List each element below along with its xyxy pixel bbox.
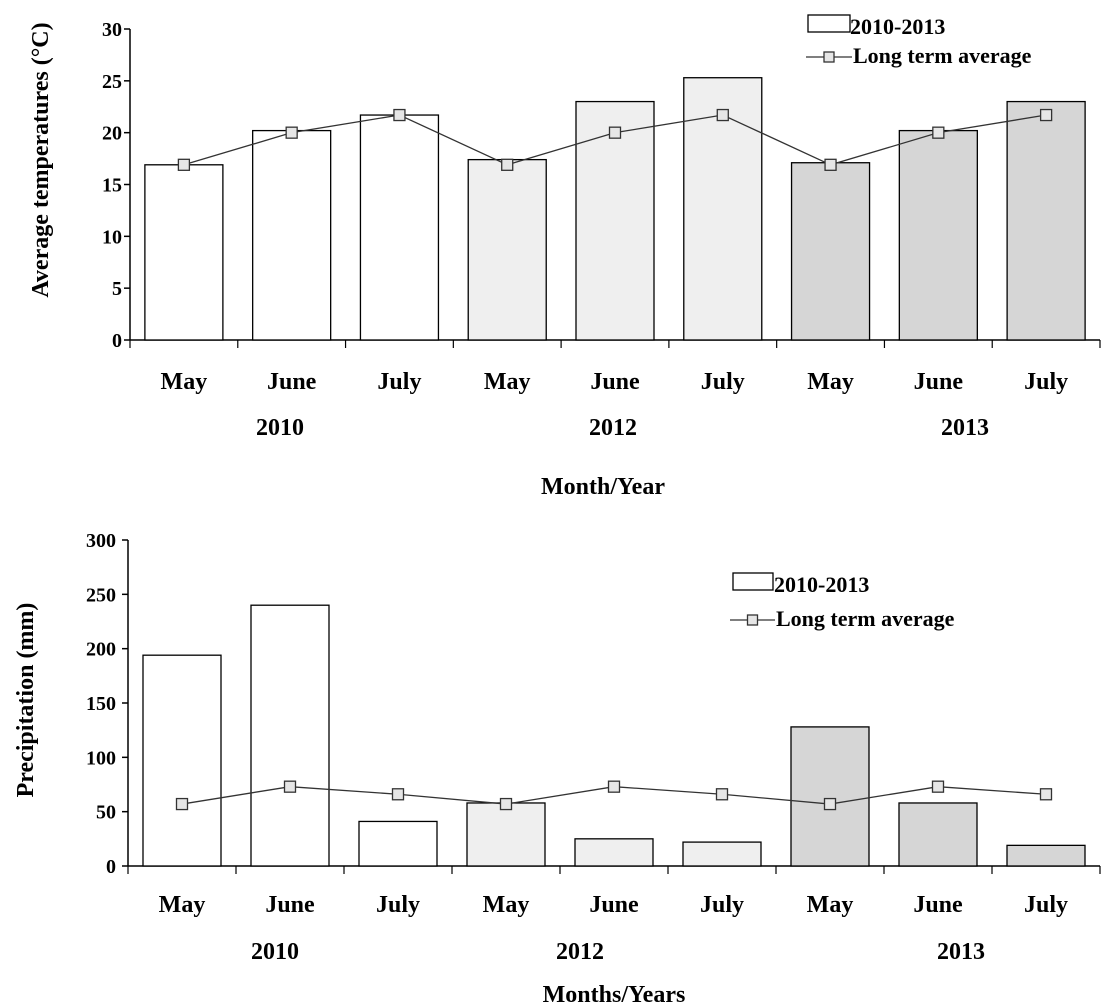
line-marker xyxy=(716,108,729,122)
x-tick-label: July xyxy=(376,892,420,918)
legend-bar-swatch xyxy=(807,14,851,33)
y-tick-label: 20 xyxy=(102,123,122,145)
line-marker xyxy=(393,108,406,122)
y-tick-label: 10 xyxy=(102,226,122,248)
y-tick-label: 25 xyxy=(102,71,122,93)
year-label: 2010 xyxy=(251,939,299,965)
line-marker xyxy=(824,158,837,171)
bar xyxy=(898,802,978,867)
y-tick-label: 300 xyxy=(86,530,116,552)
x-tick-label: June xyxy=(267,369,317,395)
bar xyxy=(1006,844,1086,867)
bar xyxy=(144,164,224,341)
legend-line-label: Long term average xyxy=(853,43,1032,68)
line-marker xyxy=(285,126,298,139)
bar xyxy=(466,802,546,867)
line-marker xyxy=(608,126,622,139)
bar xyxy=(467,158,547,341)
legend-bar-label: 2010-2013 xyxy=(774,572,869,597)
legend-line-marker xyxy=(746,614,759,626)
legend-bar-swatch xyxy=(732,572,774,591)
year-label: 2013 xyxy=(937,939,985,965)
x-tick-label: May xyxy=(807,892,854,918)
y-tick-label: 30 xyxy=(102,19,122,41)
year-label: 2012 xyxy=(589,415,637,441)
line-marker xyxy=(1039,788,1053,801)
y-tick-label: 5 xyxy=(112,278,122,300)
bar xyxy=(898,129,978,341)
line-marker xyxy=(501,158,514,171)
y-axis-title: Average temperatures (°C) xyxy=(28,22,54,297)
y-tick-label: 50 xyxy=(96,802,116,824)
y-tick-label: 15 xyxy=(102,175,122,197)
x-tick-label: May xyxy=(484,369,531,395)
year-label: 2010 xyxy=(256,415,304,441)
x-tick-label: May xyxy=(159,892,206,918)
bar xyxy=(142,654,222,867)
x-tick-label: May xyxy=(483,892,530,918)
line-marker xyxy=(177,158,191,171)
bar xyxy=(1006,100,1086,341)
x-axis-title: Month/Year xyxy=(541,474,665,500)
bar xyxy=(574,838,654,867)
y-tick-label: 0 xyxy=(106,856,116,878)
legend-line-marker xyxy=(823,51,835,63)
bar xyxy=(682,841,762,867)
y-tick-label: 0 xyxy=(112,330,122,352)
line-marker xyxy=(391,788,405,801)
bar xyxy=(250,604,330,867)
bar xyxy=(358,820,438,867)
x-tick-label: June xyxy=(589,892,639,918)
line-marker xyxy=(931,780,945,793)
bar xyxy=(790,726,870,867)
x-tick-label: July xyxy=(700,892,744,918)
bar xyxy=(575,100,655,341)
precipitation-chart: 0 50 100 150 200 250 300 May June July May June July… xyxy=(13,530,1101,1005)
bar xyxy=(683,77,763,341)
x-axis-title: Months/Years xyxy=(543,982,686,1005)
x-tick-label: May xyxy=(807,369,854,395)
x-tick-label: June xyxy=(913,892,963,918)
bar xyxy=(790,162,871,341)
y-tick-label: 150 xyxy=(86,693,116,715)
y-axis-title: Precipitation (mm) xyxy=(13,603,39,798)
line-marker xyxy=(1039,108,1053,122)
y-tick-label: 250 xyxy=(86,584,116,606)
line-marker xyxy=(932,126,945,139)
line-marker xyxy=(823,797,837,811)
temperature-chart: 0 5 10 15 20 25 30 May June July May June July May Jun… xyxy=(28,14,1101,500)
x-tick-label: July xyxy=(377,369,421,395)
year-label: 2012 xyxy=(556,939,604,965)
line-marker xyxy=(607,780,621,793)
bar xyxy=(252,129,332,341)
x-tick-label: June xyxy=(590,369,640,395)
legend-bar-label: 2010-2013 xyxy=(850,14,945,39)
line-marker xyxy=(499,797,513,811)
line-marker xyxy=(283,780,297,793)
y-tick-label: 200 xyxy=(86,639,116,661)
legend-line-label: Long term average xyxy=(776,606,955,631)
y-tick-label: 100 xyxy=(86,747,116,769)
x-tick-label: June xyxy=(914,369,964,395)
bar xyxy=(359,114,440,341)
x-tick-label: July xyxy=(1024,369,1068,395)
x-tick-label: July xyxy=(701,369,745,395)
x-tick-label: May xyxy=(161,369,208,395)
x-tick-label: June xyxy=(265,892,315,918)
x-tick-label: July xyxy=(1024,892,1068,918)
year-label: 2013 xyxy=(941,415,989,441)
line-marker xyxy=(715,788,729,801)
line-marker xyxy=(175,797,189,811)
